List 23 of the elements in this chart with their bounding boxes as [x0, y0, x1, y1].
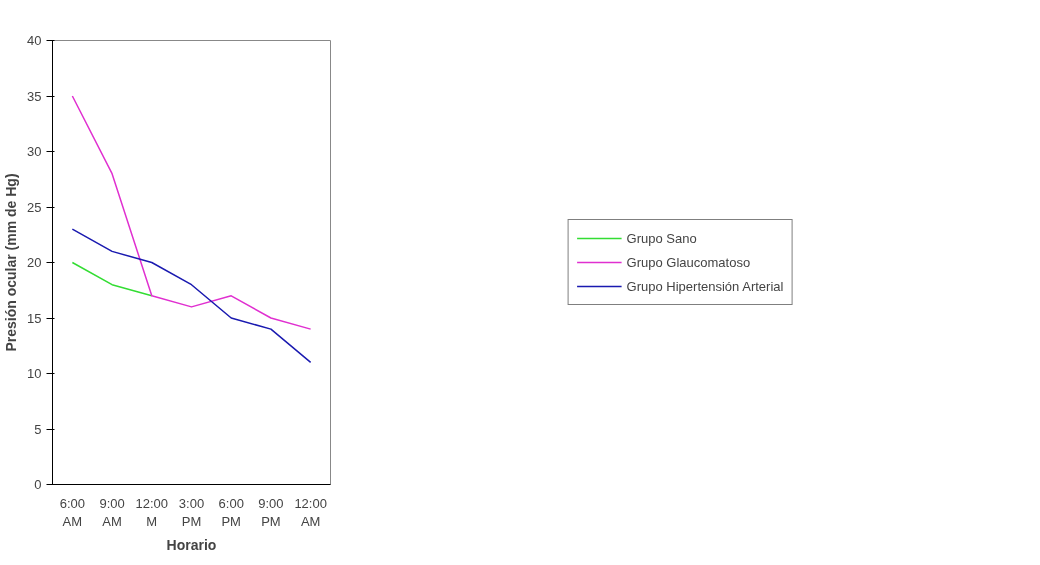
- y-tick-label: 35: [27, 88, 42, 104]
- legend-label: Grupo Hipertensión Arterial: [626, 278, 784, 294]
- y-tick-label: 20: [27, 255, 42, 270]
- x-tick-label: 3:00 PM: [178, 495, 205, 529]
- line-series: [71, 228, 312, 364]
- x-axis-title: Horario: [166, 536, 217, 553]
- legend-label: Grupo Glaucomatoso: [626, 254, 751, 270]
- x-tick-label: 6:00 AM: [59, 495, 86, 529]
- y-tick-label: 25: [27, 199, 42, 215]
- x-tick-label: 9:00 PM: [258, 495, 284, 529]
- y-tick-label: 0: [34, 477, 42, 492]
- y-tick-label: 10: [27, 366, 42, 381]
- legend-label: Grupo Sano: [626, 230, 697, 246]
- x-tick-label: 12:00 M: [135, 495, 169, 529]
- line-series: [71, 95, 312, 330]
- y-tick-label: 5: [34, 421, 42, 437]
- y-axis-title: Presión ocular (mm de Hg): [3, 173, 20, 352]
- y-tick-label: 40: [27, 33, 42, 48]
- y-tick-label: 30: [27, 144, 42, 159]
- x-tick-label: 6:00 PM: [218, 495, 244, 529]
- x-tick-label: 9:00 AM: [99, 495, 125, 529]
- x-tick-label: 12:00 AM: [294, 495, 327, 529]
- y-tick-label: 15: [27, 310, 42, 326]
